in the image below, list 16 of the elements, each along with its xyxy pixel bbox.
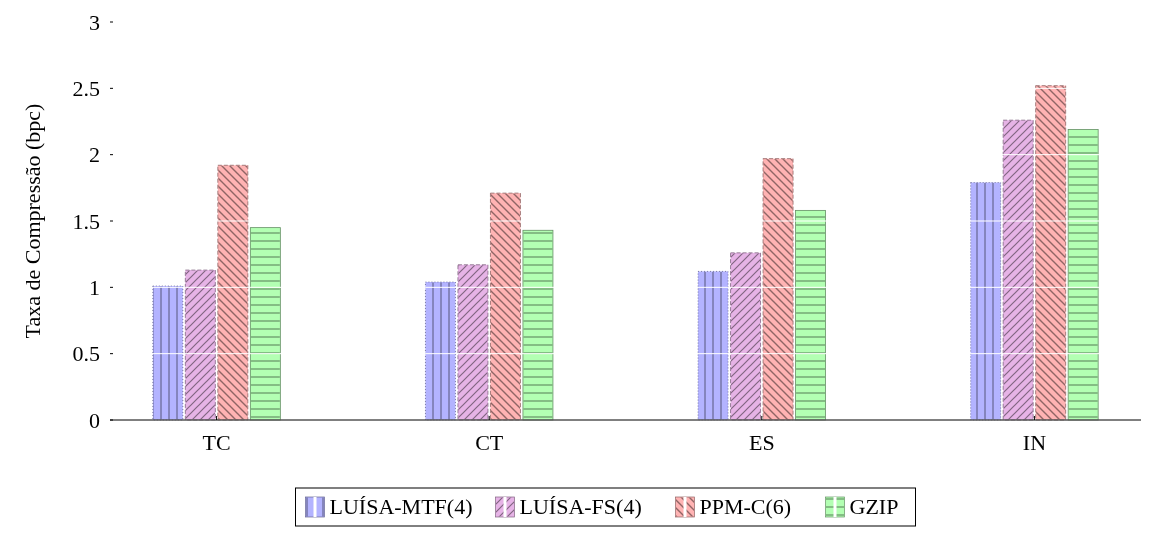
y-tick-label: 0 — [89, 407, 100, 433]
legend-label: LUÍSA-MTF(4) — [329, 494, 473, 519]
y-tick-label: 2 — [89, 142, 100, 168]
x-tick-label: CT — [475, 430, 504, 455]
y-tick-label: 2.5 — [72, 76, 100, 102]
legend-label: PPM-C(6) — [699, 494, 792, 519]
y-tick-label: 1 — [89, 275, 100, 301]
legend-label: GZIP — [849, 494, 899, 519]
y-tick-label: 1.5 — [72, 208, 100, 234]
x-tick-label: IN — [1022, 430, 1047, 455]
y-axis-title: Taxa de Compressão (bpc) — [20, 103, 45, 339]
legend-label: LUÍSA-FS(4) — [519, 494, 642, 519]
y-tick-label: 0.5 — [72, 341, 100, 367]
x-tick-label: TC — [202, 430, 231, 455]
y-tick-label: 3 — [89, 9, 100, 35]
x-tick-label: ES — [748, 430, 775, 455]
